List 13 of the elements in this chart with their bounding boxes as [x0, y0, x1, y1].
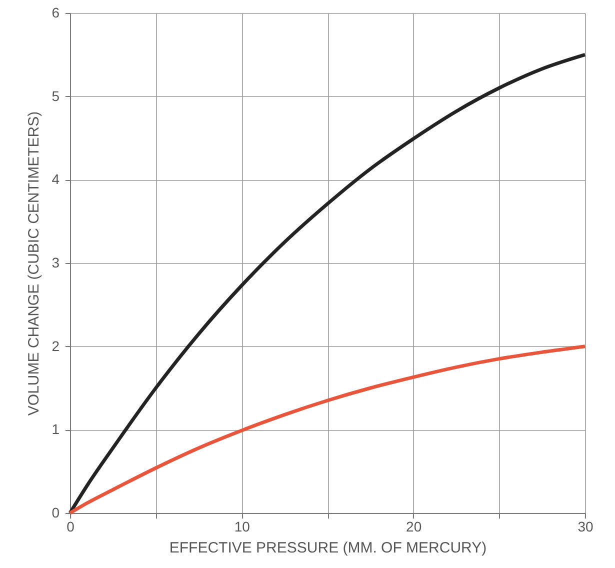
x-tick-label: 0 [66, 518, 75, 534]
x-tick-label: 10 [234, 518, 250, 534]
y-tick-label: 2 [52, 338, 60, 354]
y-tick-label: 4 [52, 171, 60, 188]
y-tick-label: 5 [52, 88, 60, 104]
x-tick-label: 20 [406, 518, 422, 534]
y-tick-label: 3 [52, 254, 60, 270]
x-axis-title: EFFECTIVE PRESSURE (MM. OF MERCURY) [169, 540, 487, 556]
y-tick-label: 6 [52, 4, 60, 20]
y-tick-label: 0 [52, 504, 60, 520]
x-tick-label: 30 [578, 518, 594, 534]
y-tick-label: 1 [52, 421, 60, 438]
y-axis-title: VOLUME CHANGE (CUBIC CENTIMETERS) [26, 111, 43, 416]
